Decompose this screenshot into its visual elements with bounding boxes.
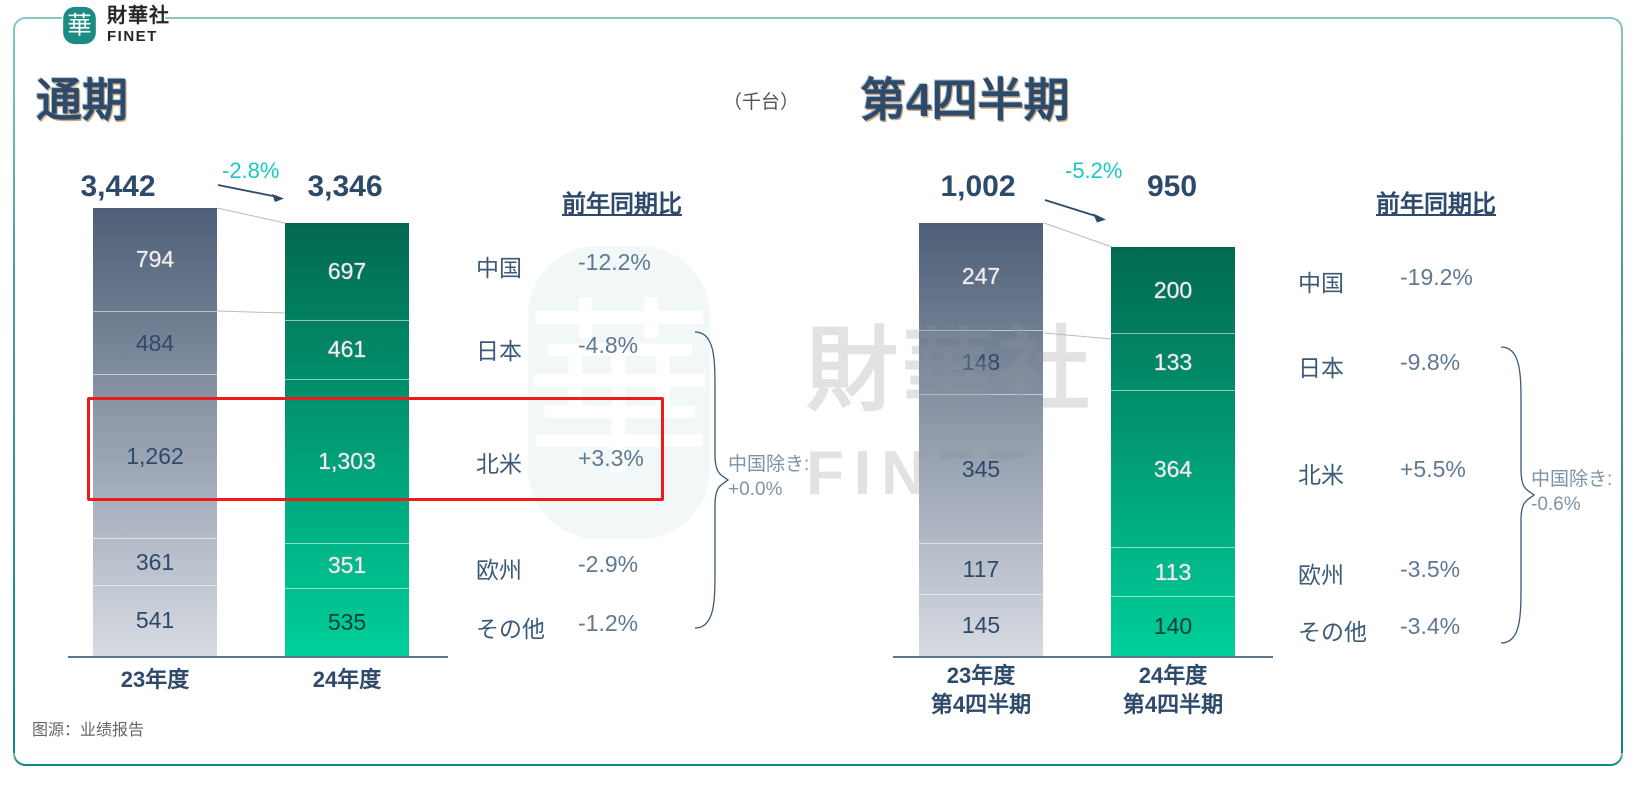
svg-text:華: 華 [67, 11, 92, 39]
